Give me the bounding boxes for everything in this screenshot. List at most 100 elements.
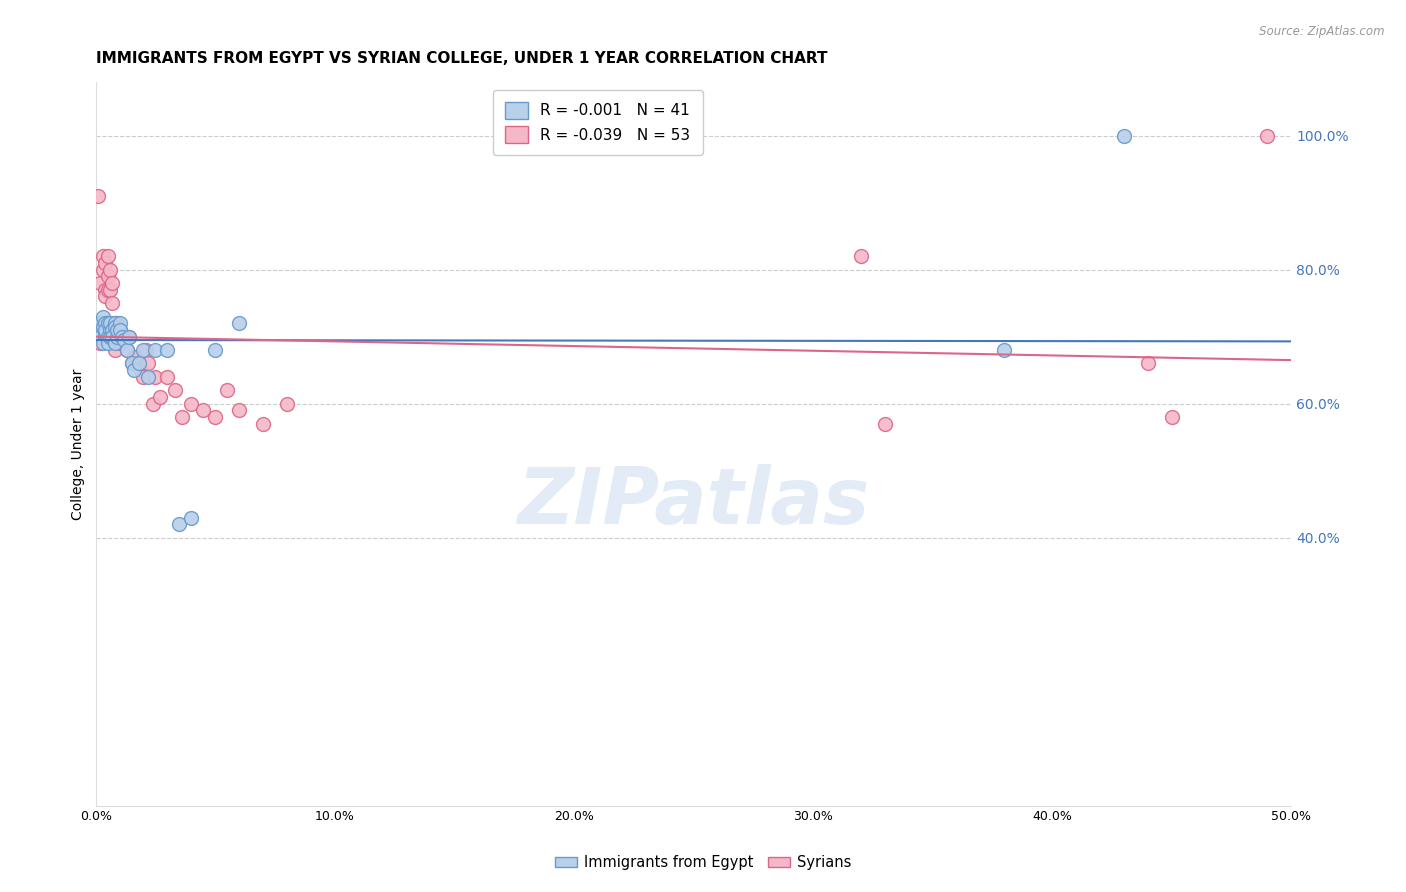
Point bbox=[97, 249, 120, 263]
Point bbox=[993, 343, 1015, 357]
Point bbox=[873, 417, 896, 431]
Point bbox=[156, 370, 179, 384]
Point bbox=[115, 343, 138, 357]
Point bbox=[108, 316, 131, 330]
Point bbox=[101, 276, 124, 290]
Point bbox=[108, 336, 131, 351]
Point bbox=[108, 323, 131, 337]
Point bbox=[156, 343, 179, 357]
Legend: R = -0.001   N = 41, R = -0.039   N = 53: R = -0.001 N = 41, R = -0.039 N = 53 bbox=[494, 90, 703, 155]
Point bbox=[97, 336, 120, 351]
Point bbox=[105, 329, 128, 343]
Point bbox=[94, 289, 117, 303]
Point bbox=[94, 316, 117, 330]
Point bbox=[105, 316, 128, 330]
Point bbox=[87, 323, 110, 337]
Point bbox=[97, 269, 120, 284]
Point bbox=[169, 517, 191, 532]
Point bbox=[89, 336, 111, 351]
Point bbox=[104, 319, 127, 334]
Point bbox=[104, 316, 127, 330]
Point bbox=[121, 356, 143, 370]
Point bbox=[89, 316, 111, 330]
Point bbox=[132, 370, 155, 384]
Point bbox=[149, 390, 172, 404]
Point bbox=[145, 343, 167, 357]
Point bbox=[849, 249, 872, 263]
Point bbox=[204, 410, 226, 425]
Point bbox=[129, 363, 152, 377]
Point bbox=[128, 356, 150, 370]
Point bbox=[101, 296, 124, 310]
Point bbox=[87, 189, 110, 203]
Point bbox=[135, 343, 157, 357]
Point bbox=[98, 316, 121, 330]
Point bbox=[132, 343, 155, 357]
Point bbox=[217, 384, 239, 398]
Point bbox=[91, 319, 114, 334]
Point bbox=[101, 323, 124, 337]
Point bbox=[204, 343, 226, 357]
Point bbox=[101, 329, 124, 343]
Point bbox=[228, 403, 250, 417]
Point bbox=[115, 343, 138, 357]
Point bbox=[136, 370, 159, 384]
Point bbox=[1112, 128, 1135, 143]
Legend: Immigrants from Egypt, Syrians: Immigrants from Egypt, Syrians bbox=[548, 849, 858, 876]
Point bbox=[94, 283, 117, 297]
Text: Source: ZipAtlas.com: Source: ZipAtlas.com bbox=[1260, 25, 1385, 38]
Point bbox=[180, 397, 202, 411]
Y-axis label: College, Under 1 year: College, Under 1 year bbox=[72, 368, 86, 519]
Point bbox=[112, 333, 135, 347]
Point bbox=[97, 329, 120, 343]
Point bbox=[105, 323, 128, 337]
Point bbox=[89, 276, 111, 290]
Point bbox=[252, 417, 274, 431]
Point bbox=[180, 510, 202, 524]
Point bbox=[91, 249, 114, 263]
Point bbox=[163, 384, 186, 398]
Point bbox=[98, 323, 121, 337]
Point bbox=[91, 310, 114, 324]
Point bbox=[121, 356, 143, 370]
Point bbox=[108, 323, 131, 337]
Point bbox=[94, 323, 117, 337]
Point bbox=[276, 397, 298, 411]
Point bbox=[142, 397, 165, 411]
Point bbox=[97, 283, 120, 297]
Point bbox=[145, 370, 167, 384]
Point bbox=[104, 343, 127, 357]
Point bbox=[111, 329, 134, 343]
Point bbox=[193, 403, 215, 417]
Point bbox=[89, 329, 111, 343]
Point bbox=[118, 329, 141, 343]
Point bbox=[112, 329, 135, 343]
Point bbox=[91, 336, 114, 351]
Point bbox=[97, 316, 120, 330]
Point bbox=[91, 262, 114, 277]
Point bbox=[1256, 128, 1278, 143]
Point bbox=[98, 283, 121, 297]
Point bbox=[228, 316, 250, 330]
Point bbox=[122, 363, 145, 377]
Point bbox=[170, 410, 193, 425]
Point bbox=[105, 323, 128, 337]
Point bbox=[104, 316, 127, 330]
Point bbox=[101, 323, 124, 337]
Point bbox=[98, 329, 121, 343]
Point bbox=[98, 262, 121, 277]
Point bbox=[94, 256, 117, 270]
Text: IMMIGRANTS FROM EGYPT VS SYRIAN COLLEGE, UNDER 1 YEAR CORRELATION CHART: IMMIGRANTS FROM EGYPT VS SYRIAN COLLEGE,… bbox=[96, 51, 827, 66]
Point bbox=[136, 356, 159, 370]
Point bbox=[128, 356, 150, 370]
Point bbox=[111, 329, 134, 343]
Point bbox=[1136, 356, 1159, 370]
Text: ZIPatlas: ZIPatlas bbox=[517, 464, 870, 540]
Point bbox=[1160, 410, 1182, 425]
Point bbox=[104, 336, 127, 351]
Point bbox=[125, 350, 148, 364]
Point bbox=[122, 350, 145, 364]
Point bbox=[105, 329, 128, 343]
Point bbox=[118, 329, 141, 343]
Point bbox=[94, 326, 117, 341]
